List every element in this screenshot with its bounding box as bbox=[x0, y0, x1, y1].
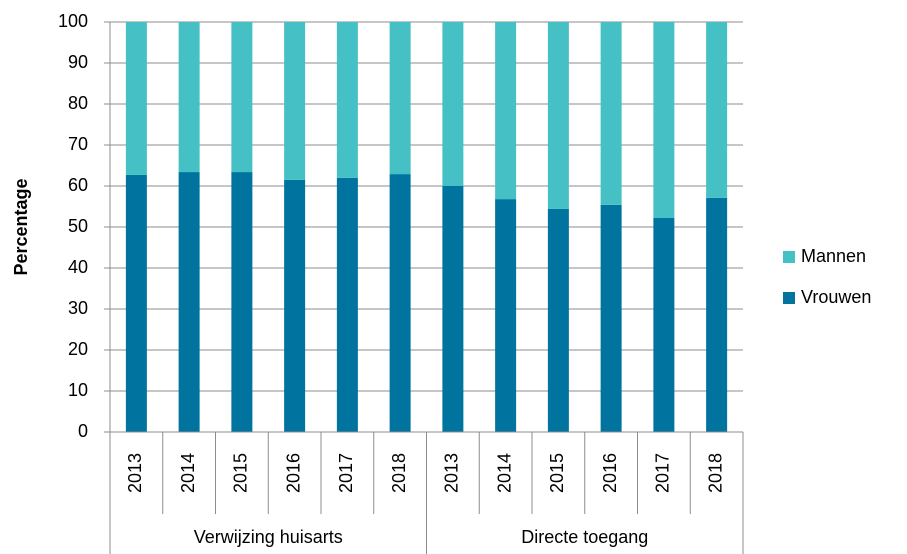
x-tick-label: 2018 bbox=[705, 453, 725, 493]
bar-segment bbox=[389, 174, 411, 433]
y-tick-label: 50 bbox=[68, 216, 88, 236]
bar-segment bbox=[495, 22, 517, 200]
y-axis-label: Percentage bbox=[11, 178, 31, 275]
bar-segment bbox=[653, 217, 675, 432]
bar-segment bbox=[178, 172, 200, 432]
bar-segment bbox=[653, 22, 675, 218]
y-tick-label: 70 bbox=[68, 134, 88, 154]
y-tick-label: 20 bbox=[68, 339, 88, 359]
bar-segment bbox=[706, 22, 728, 198]
group-label: Directe toegang bbox=[521, 527, 648, 547]
y-tick-label: 80 bbox=[68, 93, 88, 113]
bar-segment bbox=[547, 22, 569, 209]
bar-segment bbox=[442, 22, 464, 186]
bar-segment bbox=[336, 22, 358, 178]
bar-segment bbox=[706, 197, 728, 432]
bar-segment bbox=[125, 174, 147, 432]
y-tick-label: 40 bbox=[68, 257, 88, 277]
y-tick-label: 0 bbox=[78, 421, 88, 441]
x-tick-label: 2014 bbox=[494, 453, 514, 493]
bar-segment bbox=[389, 22, 411, 175]
bar-segment bbox=[231, 22, 253, 173]
y-tick-label: 30 bbox=[68, 298, 88, 318]
legend-swatch bbox=[783, 292, 795, 304]
bar-segment bbox=[178, 22, 200, 173]
x-tick-label: 2017 bbox=[336, 453, 356, 493]
legend-label: Mannen bbox=[801, 246, 866, 266]
x-tick-label: 2014 bbox=[178, 453, 198, 493]
legend-label: Vrouwen bbox=[801, 287, 871, 307]
bar-segment bbox=[442, 186, 464, 432]
x-tick-label: 2013 bbox=[442, 453, 462, 493]
bar-segment bbox=[284, 22, 306, 180]
bar-segment bbox=[600, 22, 622, 205]
y-tick-label: 90 bbox=[68, 52, 88, 72]
bar-segment bbox=[600, 204, 622, 432]
bar-segment bbox=[284, 179, 306, 432]
x-tick-label: 2015 bbox=[547, 453, 567, 493]
x-tick-label: 2015 bbox=[231, 453, 251, 493]
bar-segment bbox=[231, 172, 253, 432]
y-tick-label: 60 bbox=[68, 175, 88, 195]
x-tick-label: 2016 bbox=[283, 453, 303, 493]
bar-segment bbox=[547, 208, 569, 432]
y-tick-label: 10 bbox=[68, 380, 88, 400]
bar-segment bbox=[336, 177, 358, 432]
y-tick-label: 100 bbox=[58, 11, 88, 31]
bar-segment bbox=[125, 22, 147, 175]
x-tick-label: 2017 bbox=[653, 453, 673, 493]
legend-swatch bbox=[783, 251, 795, 263]
x-tick-label: 2016 bbox=[600, 453, 620, 493]
x-tick-label: 2013 bbox=[125, 453, 145, 493]
x-tick-label: 2018 bbox=[389, 453, 409, 493]
bar-segment bbox=[495, 199, 517, 432]
group-label: Verwijzing huisarts bbox=[194, 527, 343, 547]
